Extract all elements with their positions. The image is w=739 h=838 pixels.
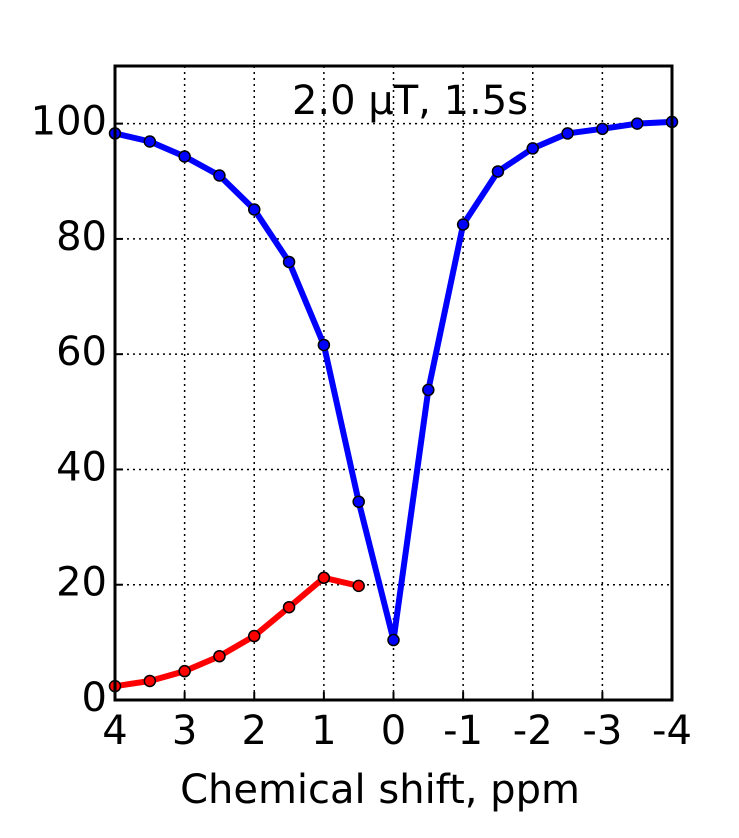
x-tick-label: -3 xyxy=(582,708,622,754)
marker xyxy=(456,218,470,231)
x-tick-label: -4 xyxy=(652,708,692,754)
marker xyxy=(352,579,365,593)
plot-frame xyxy=(113,64,674,702)
marker xyxy=(491,165,505,178)
marker xyxy=(596,122,609,136)
x-axis-label: Chemical shift, ppm xyxy=(180,767,580,813)
x-tick-label: -2 xyxy=(513,708,553,754)
y-tick-label: 0 xyxy=(82,675,107,721)
marker xyxy=(143,135,157,148)
marker xyxy=(352,495,365,508)
y-tick-label: 100 xyxy=(31,99,107,145)
marker xyxy=(282,255,296,269)
chart-title: 2.0 μT, 1.5s xyxy=(292,78,528,124)
marker xyxy=(178,150,191,163)
marker xyxy=(143,674,157,688)
marker xyxy=(213,169,226,182)
x-tick-label: 0 xyxy=(381,708,406,754)
series-line xyxy=(114,574,360,690)
x-tick-label: -1 xyxy=(443,708,483,754)
marker xyxy=(248,203,261,216)
marker xyxy=(630,117,644,130)
marker xyxy=(282,600,296,614)
y-tick-label: 40 xyxy=(56,444,107,490)
marker xyxy=(387,633,400,647)
x-tick-label: 3 xyxy=(172,708,197,754)
y-tick-label: 80 xyxy=(56,214,107,260)
marker xyxy=(213,649,226,663)
y-tick-label: 20 xyxy=(56,560,107,606)
marker xyxy=(422,383,435,397)
marker xyxy=(561,127,574,140)
x-tick-label: 4 xyxy=(102,708,127,754)
marker xyxy=(317,571,331,585)
marker xyxy=(526,142,539,155)
y-tick-label: 60 xyxy=(56,329,107,375)
marker xyxy=(248,629,261,643)
marker xyxy=(317,338,331,352)
marker xyxy=(178,664,191,678)
x-tick-label: 1 xyxy=(311,708,336,754)
x-tick-label: 2 xyxy=(242,708,267,754)
